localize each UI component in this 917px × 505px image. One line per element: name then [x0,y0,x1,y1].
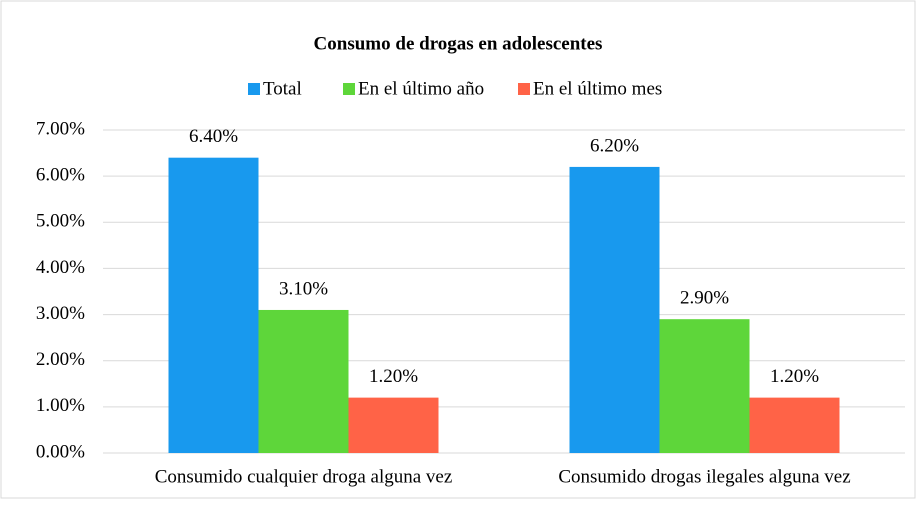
legend-swatch [248,83,260,95]
value-label: 3.10% [279,278,328,299]
y-tick-label: 6.00% [36,165,85,186]
legend-label: Total [263,78,302,99]
value-label: 1.20% [369,366,418,387]
value-label: 6.40% [189,126,238,147]
value-label: 2.90% [680,288,729,309]
value-label: 1.20% [770,366,819,387]
legend-label: En el último año [358,78,484,99]
legend-swatch [518,83,530,95]
chart-title: Consumo de drogas en adolescentes [314,33,603,54]
y-tick-label: 1.00% [36,395,85,416]
bar [168,157,259,453]
y-tick-label: 5.00% [36,211,85,232]
value-label: 6.20% [590,135,639,156]
bar [749,397,840,453]
y-tick-label: 4.00% [36,257,85,278]
bar [569,166,660,453]
x-tick-label: Consumido cualquier droga alguna vez [155,466,453,487]
bar [258,309,349,453]
legend-swatch [343,83,355,95]
y-tick-label: 0.00% [36,441,85,462]
y-tick-label: 7.00% [36,118,85,139]
bar [659,319,750,453]
bar [348,397,439,453]
x-tick-label: Consumido drogas ilegales alguna vez [558,466,850,487]
legend-label: En el último mes [533,78,662,99]
y-tick-label: 2.00% [36,349,85,370]
y-tick-label: 3.00% [36,303,85,324]
